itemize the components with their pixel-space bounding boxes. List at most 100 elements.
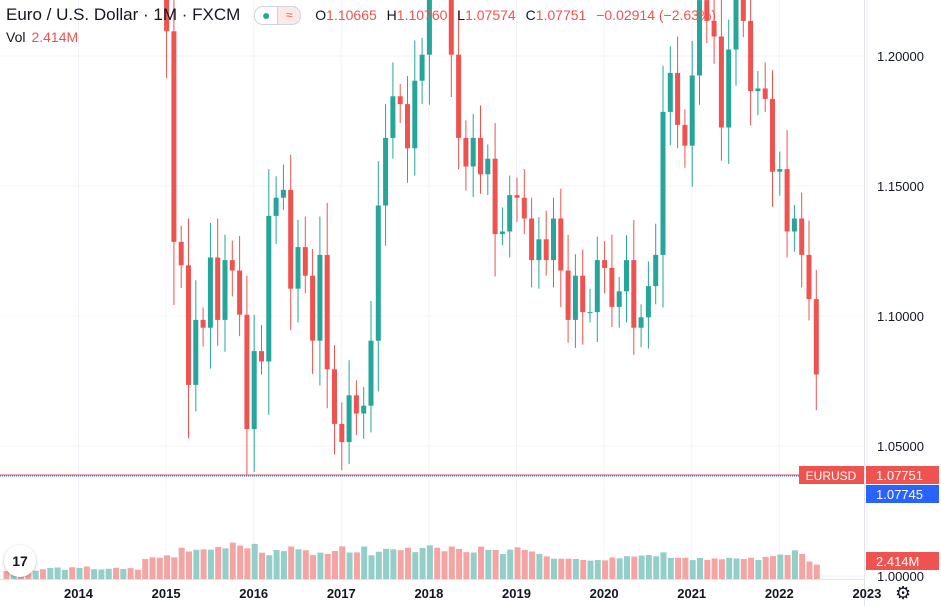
volume-bars [3, 542, 820, 579]
volume-bar [149, 557, 156, 579]
market-status-pill[interactable]: ● ≈ [254, 5, 302, 25]
volume-bar [346, 552, 353, 579]
price-tick-label: 1.15000 [877, 179, 924, 194]
volume-bar [91, 569, 98, 579]
volume-bar [463, 552, 470, 579]
volume-bar [740, 559, 747, 579]
volume-bar [645, 555, 652, 579]
candle-body [310, 275, 316, 341]
candle-body [478, 137, 483, 175]
volume-bar [229, 542, 236, 579]
candle-body [317, 254, 323, 341]
volume-bar [551, 558, 557, 579]
candle-body [324, 254, 330, 370]
candle-body [536, 239, 542, 261]
candle-body [222, 260, 228, 320]
volume-bar [193, 549, 200, 579]
candle-body [171, 31, 177, 242]
candle-body [631, 260, 637, 328]
low-label: L [457, 7, 466, 23]
price-tick-label: 1.10000 [877, 309, 924, 324]
volume-legend[interactable]: Vol 2.414M [6, 29, 78, 45]
candle-body [456, 54, 462, 138]
candle-body [383, 137, 389, 206]
volume-bar [310, 555, 317, 579]
candle-body [186, 265, 191, 385]
candle-body [675, 72, 681, 125]
open-value: 1.10665 [326, 7, 377, 23]
volume-bar [697, 558, 703, 579]
candle-body [784, 169, 790, 232]
tradingview-logo-icon[interactable]: 17 [4, 545, 36, 577]
volume-bar [266, 555, 273, 579]
volume-bar [273, 550, 280, 579]
volume-bar [813, 564, 820, 579]
candle-body [419, 54, 425, 81]
candle-body [463, 137, 469, 167]
candle-body [748, 20, 754, 92]
high-value: 1.10760 [396, 7, 448, 23]
candle-body [543, 239, 549, 261]
candle-body [791, 218, 797, 232]
volume-bar [529, 551, 536, 579]
time-axis[interactable]: 2014 2015 2016 2017 2018 2019 2020 2021 2022 2023 [64, 586, 881, 601]
volume-bar [784, 555, 791, 579]
volume-bar [419, 548, 426, 579]
candle-body [762, 88, 768, 99]
candle-body [755, 88, 761, 92]
volume-bar [207, 549, 214, 579]
time-tick-label: 2016 [239, 586, 268, 601]
candle-body [558, 218, 564, 271]
volume-bar [806, 561, 813, 579]
candle-body [368, 340, 374, 406]
volume-bar [69, 567, 76, 579]
candle-body [390, 96, 396, 138]
candle-body [660, 111, 666, 255]
candle-body [638, 317, 644, 328]
time-tick-label: 2021 [677, 586, 706, 601]
candle-body [200, 319, 206, 328]
candle-body [624, 260, 629, 292]
volume-bar [507, 549, 514, 579]
symbol-tag: EURUSD [799, 466, 864, 484]
volume-bar [324, 554, 331, 579]
close-label: C [525, 7, 536, 23]
candle-body [266, 215, 272, 362]
high-label: H [386, 7, 397, 23]
candle-body [259, 351, 264, 362]
volume-bar [478, 546, 484, 579]
volume-bar [492, 550, 499, 579]
candle-body [302, 247, 308, 276]
candle-body [492, 158, 498, 235]
candle-body [770, 98, 775, 172]
candle-body [587, 312, 593, 314]
candle-body [514, 195, 520, 198]
candle-body [813, 299, 819, 375]
volume-bar [288, 546, 295, 579]
volume-bar [237, 545, 244, 579]
candle-body [529, 218, 535, 261]
candle-body [551, 218, 556, 261]
gear-icon[interactable]: ⚙ [895, 583, 912, 603]
low-value: 1.07574 [465, 7, 516, 23]
time-tick-label: 2018 [414, 586, 443, 601]
symbol-title[interactable]: Euro / U.S. Dollar · 1M · FXCM [6, 5, 241, 24]
candle-body [164, 0, 170, 32]
price-axis[interactable]: 1.000001.050001.100001.150001.200001.250… [877, 0, 924, 584]
volume-bar [47, 568, 54, 579]
last-price-text: 1.07751 [876, 468, 923, 483]
volume-bar [485, 549, 492, 579]
volume-bar [405, 547, 411, 579]
volume-bar [536, 554, 543, 579]
volume-bar [426, 545, 433, 579]
delayed-data-icon: ≈ [278, 5, 302, 25]
volume-bar [441, 551, 448, 579]
volume-bar [375, 551, 382, 579]
volume-bar [748, 557, 755, 579]
candle-body [215, 257, 221, 320]
candle-body [682, 124, 688, 146]
candlestick-series [164, 0, 819, 475]
volume-bar [587, 560, 594, 579]
time-tick-label: 2017 [327, 586, 356, 601]
